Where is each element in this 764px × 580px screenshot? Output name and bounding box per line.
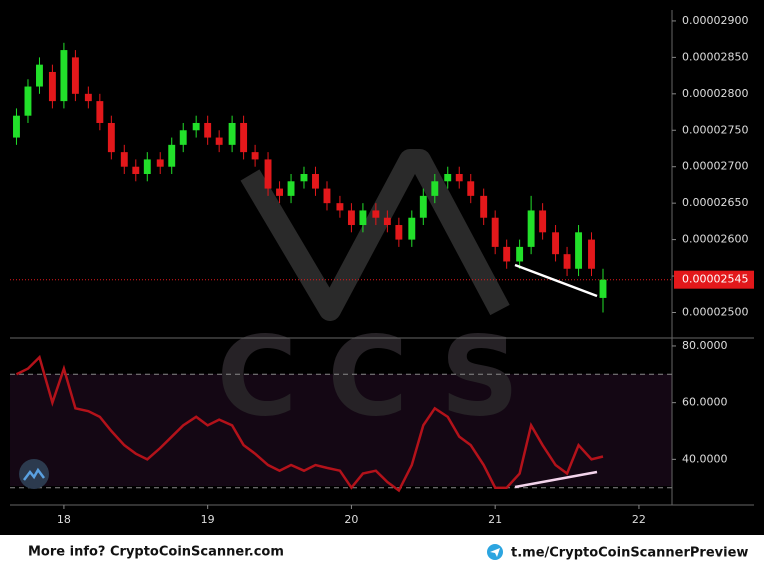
y-tick-label: 0.00002650 xyxy=(682,196,748,209)
y-tick-label: 0.00002500 xyxy=(682,305,748,318)
candle-body xyxy=(516,246,524,262)
candle-body xyxy=(276,188,283,196)
rsi-tick-label: 40.0000 xyxy=(682,452,728,465)
y-tick-label: 0.00002800 xyxy=(682,87,748,100)
y-tick-label: 0.00002750 xyxy=(682,123,748,136)
x-tick-label: 22 xyxy=(632,513,646,526)
candle-body xyxy=(599,279,607,298)
candle-body xyxy=(312,174,319,189)
candle-body xyxy=(323,188,331,204)
candle-body xyxy=(359,210,367,226)
y-tick-label: 0.00002600 xyxy=(682,233,748,246)
candle-body xyxy=(143,159,151,174)
candle-body xyxy=(575,232,583,269)
candle-body xyxy=(251,152,259,160)
candle-body xyxy=(168,144,176,167)
candle-body xyxy=(419,195,427,218)
divergence-line xyxy=(514,470,598,489)
candle-body xyxy=(120,152,128,167)
y-tick-label: 0.00002700 xyxy=(682,160,748,173)
candle-body xyxy=(156,159,164,167)
candle-body xyxy=(192,122,200,131)
rsi-tick-label: 80.0000 xyxy=(682,339,728,352)
footer xyxy=(0,535,764,580)
last-price-label: 0.00002545 xyxy=(682,273,748,286)
candle-body xyxy=(107,122,115,153)
candle-body xyxy=(71,57,79,94)
candle-body xyxy=(588,239,595,269)
candle-body xyxy=(228,122,236,145)
watermark: CCS xyxy=(217,312,550,440)
watermark-logo xyxy=(240,149,510,321)
footer-link[interactable]: More info? CryptoCoinScanner.com xyxy=(28,545,284,560)
candle-body xyxy=(132,166,140,174)
candle-body xyxy=(287,181,295,196)
candle-body xyxy=(264,159,272,189)
candle-body xyxy=(240,122,248,153)
candle-body xyxy=(383,217,391,226)
candle-body xyxy=(204,122,212,138)
candle-body xyxy=(24,86,32,116)
candle-body xyxy=(60,50,68,102)
candle-body xyxy=(527,210,535,247)
candle-body xyxy=(48,71,56,102)
tv-logo xyxy=(19,459,49,489)
candle-body xyxy=(444,174,452,182)
candle-body xyxy=(84,93,92,102)
candle-body xyxy=(215,137,223,145)
candle-body xyxy=(36,64,43,87)
candle-body xyxy=(563,254,571,269)
candle-body xyxy=(96,101,104,123)
candle-body xyxy=(408,217,416,240)
x-tick-label: 21 xyxy=(488,513,502,526)
y-tick-label: 0.00002900 xyxy=(682,14,748,27)
candle-body xyxy=(431,181,439,196)
tv-logo-icon xyxy=(23,467,45,481)
candle-body xyxy=(467,181,475,196)
x-tick-label: 18 xyxy=(57,513,71,526)
candle-body xyxy=(552,232,560,255)
candle-body xyxy=(372,210,380,218)
rsi-line xyxy=(15,354,604,493)
candle-body xyxy=(179,130,187,145)
rsi-tick-label: 60.0000 xyxy=(682,396,728,409)
candle-body xyxy=(491,217,499,247)
last-price-box xyxy=(674,270,754,289)
candle-body xyxy=(539,210,547,233)
candle-body xyxy=(13,115,20,138)
y-tick-label: 0.00002850 xyxy=(682,50,748,63)
candle-body xyxy=(395,225,403,240)
candle-body xyxy=(347,210,355,226)
divergence-line xyxy=(514,263,598,298)
telegram-icon-plane xyxy=(490,548,500,557)
rsi-band xyxy=(10,374,672,486)
candle-body xyxy=(503,246,511,262)
candle-body xyxy=(336,203,344,211)
candle-body xyxy=(480,195,488,218)
x-tick-label: 19 xyxy=(201,513,215,526)
candle-body xyxy=(300,174,308,182)
candle-body xyxy=(455,174,463,182)
footer-link[interactable]: t.me/CryptoCoinScannerPreview xyxy=(511,546,748,561)
x-tick-label: 20 xyxy=(344,513,358,526)
